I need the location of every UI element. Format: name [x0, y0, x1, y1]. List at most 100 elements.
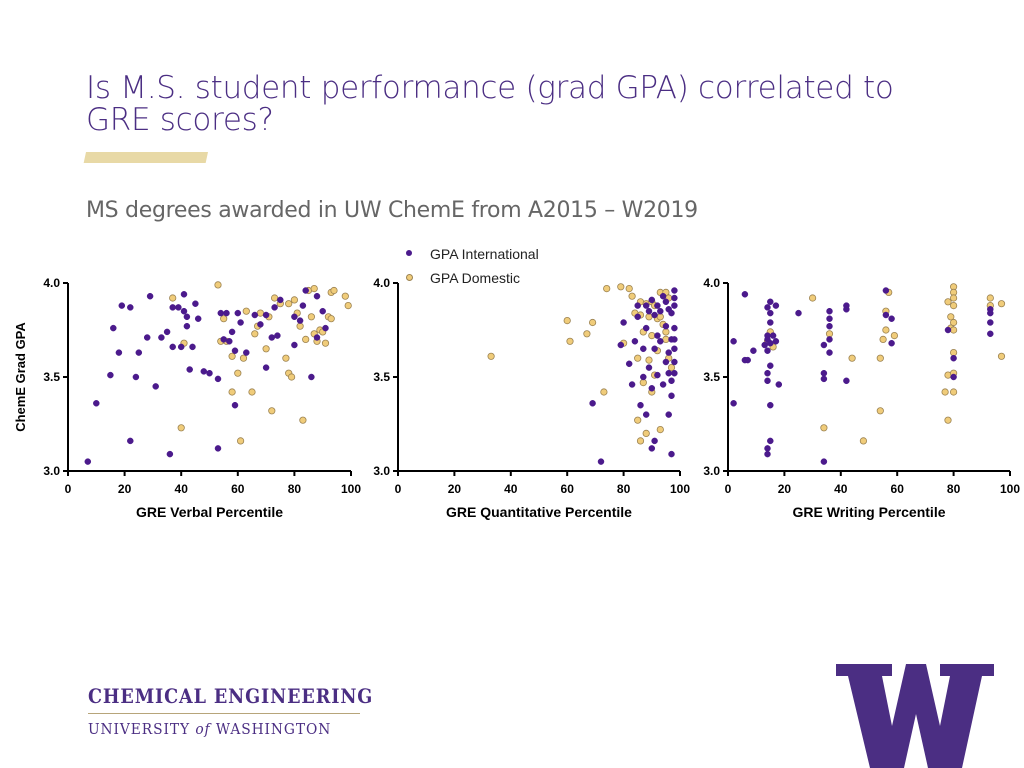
- data-point-international: [206, 369, 213, 377]
- y-tick-label: 3.0: [373, 464, 390, 478]
- university-name-of: of: [195, 720, 211, 738]
- data-point-international: [192, 300, 199, 307]
- data-point-international: [214, 375, 222, 383]
- y-tick-label: 3.5: [43, 370, 60, 384]
- x-tick-label: 20: [448, 482, 462, 496]
- data-point-international: [634, 313, 641, 321]
- data-point-international: [645, 307, 653, 315]
- data-point-international: [135, 349, 143, 356]
- data-point-international: [826, 336, 833, 343]
- department-name: CHEMICAL ENGINEERING: [88, 684, 374, 708]
- data-point-domestic: [859, 437, 868, 445]
- data-point-domestic: [634, 354, 642, 362]
- data-point-international: [764, 347, 771, 354]
- data-point-domestic: [820, 424, 828, 432]
- data-point-international: [291, 313, 298, 321]
- data-point-domestic: [639, 378, 647, 387]
- data-point-international: [767, 309, 774, 317]
- data-point-domestic: [876, 354, 884, 362]
- data-point-international: [657, 338, 664, 345]
- data-point-international: [262, 311, 270, 319]
- data-point-international: [767, 437, 774, 445]
- y-axis-title: ChemE Grad GPA: [13, 322, 28, 432]
- x-axis-title: GRE Writing Percentile: [793, 504, 946, 520]
- data-point-international: [158, 334, 165, 341]
- data-point-domestic: [330, 286, 338, 295]
- x-tick-label: 100: [341, 482, 361, 496]
- y-tick-label: 3.5: [373, 370, 390, 384]
- data-point-international: [654, 332, 661, 339]
- data-point-international: [645, 364, 653, 371]
- data-point-domestic: [949, 318, 958, 327]
- data-point-international: [987, 309, 994, 317]
- data-point-international: [820, 341, 828, 349]
- data-point-international: [180, 291, 188, 298]
- data-point-international: [220, 336, 227, 343]
- data-point-international: [665, 411, 672, 418]
- data-point-international: [169, 343, 176, 351]
- uw-w-logo-icon: [836, 664, 994, 768]
- data-point-international: [843, 306, 850, 313]
- data-point-domestic: [262, 345, 270, 353]
- data-point-international: [127, 304, 134, 311]
- data-point-international: [166, 450, 174, 458]
- x-tick-label: 0: [65, 482, 72, 496]
- data-point-domestic: [321, 339, 330, 347]
- data-point-international: [118, 302, 126, 309]
- data-point-international: [107, 371, 114, 379]
- x-tick-label: 40: [504, 482, 518, 496]
- y-tick-label: 3.0: [703, 464, 720, 478]
- data-point-international: [826, 322, 833, 330]
- data-point-domestic: [648, 331, 656, 340]
- y-tick-label: 4.0: [43, 276, 60, 290]
- data-point-international: [183, 313, 191, 321]
- data-point-domestic: [949, 326, 958, 334]
- y-tick-label: 3.0: [43, 464, 60, 478]
- x-tick-label: 80: [947, 482, 961, 496]
- data-point-international: [761, 341, 768, 349]
- data-point-international: [637, 401, 644, 409]
- data-point-international: [665, 349, 672, 356]
- data-point-international: [671, 369, 678, 377]
- university-name-pre: UNIVERSITY: [88, 720, 196, 738]
- data-point-international: [651, 345, 658, 353]
- data-point-international: [194, 315, 202, 322]
- data-point-domestic: [214, 281, 222, 289]
- data-point-international: [767, 319, 774, 326]
- y-tick-label: 4.0: [373, 276, 390, 290]
- data-point-international: [843, 377, 850, 385]
- x-tick-label: 100: [670, 482, 690, 496]
- data-point-international: [764, 450, 771, 458]
- data-point-domestic: [220, 315, 228, 323]
- data-point-international: [251, 311, 259, 319]
- data-point-international: [84, 458, 92, 465]
- data-point-domestic: [944, 298, 952, 306]
- data-point-international: [291, 341, 298, 349]
- data-point-domestic: [876, 407, 884, 415]
- data-point-domestic: [656, 425, 664, 434]
- data-point-international: [772, 302, 780, 309]
- data-point-domestic: [270, 294, 279, 302]
- data-point-domestic: [344, 301, 352, 310]
- data-point-international: [319, 307, 326, 315]
- y-tick-label: 4.0: [703, 276, 720, 290]
- data-point-international: [231, 401, 239, 409]
- data-point-domestic: [566, 337, 574, 345]
- data-point-international: [234, 309, 242, 317]
- data-point-international: [313, 292, 321, 300]
- data-point-international: [152, 383, 159, 390]
- data-point-international: [882, 311, 890, 319]
- x-tick-label: 80: [288, 482, 302, 496]
- data-point-international: [642, 411, 650, 418]
- data-point-domestic: [583, 330, 591, 338]
- data-point-international: [820, 458, 828, 465]
- data-point-domestic: [248, 388, 256, 396]
- data-point-domestic: [625, 284, 633, 293]
- x-axis-title: GRE Quantitative Percentile: [446, 504, 632, 520]
- data-point-international: [671, 324, 678, 332]
- data-point-international: [631, 338, 639, 345]
- data-point-international: [186, 366, 193, 373]
- legend-label-international: GPA International: [430, 246, 539, 262]
- data-point-domestic: [997, 352, 1006, 360]
- data-point-domestic: [949, 301, 958, 310]
